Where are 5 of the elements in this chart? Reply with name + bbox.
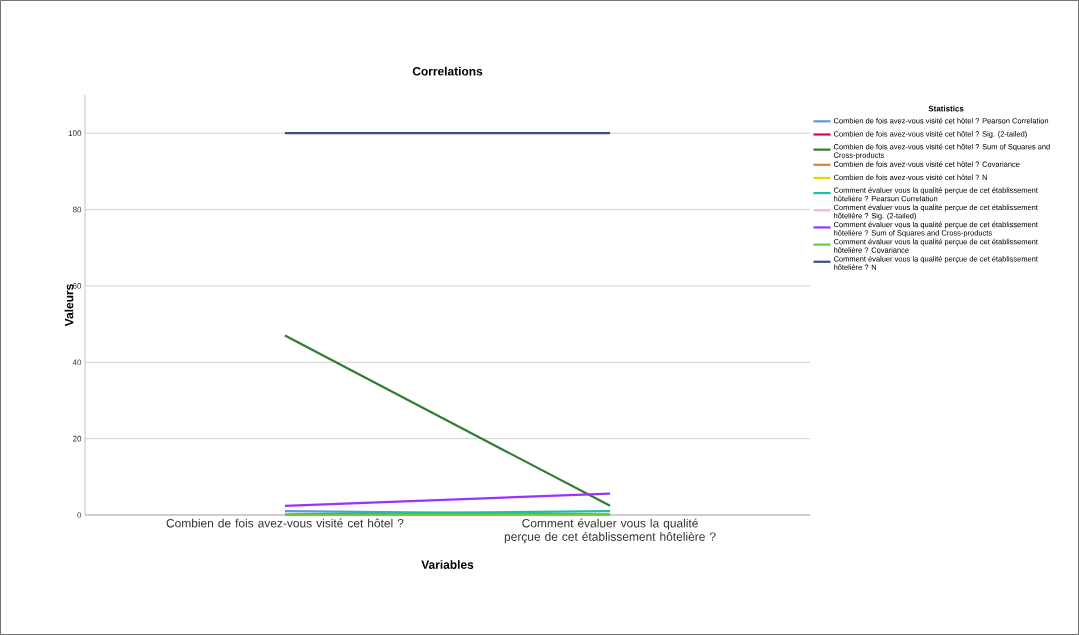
x-tick-label: Comment évaluer vous la qualité perçue de cet établissement hôtelière ?	[504, 518, 716, 544]
y-axis-title: Valeurs	[64, 284, 74, 327]
x-tick-label: Combien de fois avez-vous visité cet hôtel ?	[166, 518, 404, 528]
chart-title: Correlations	[412, 66, 483, 76]
x-axis-title: Variables	[421, 560, 474, 569]
